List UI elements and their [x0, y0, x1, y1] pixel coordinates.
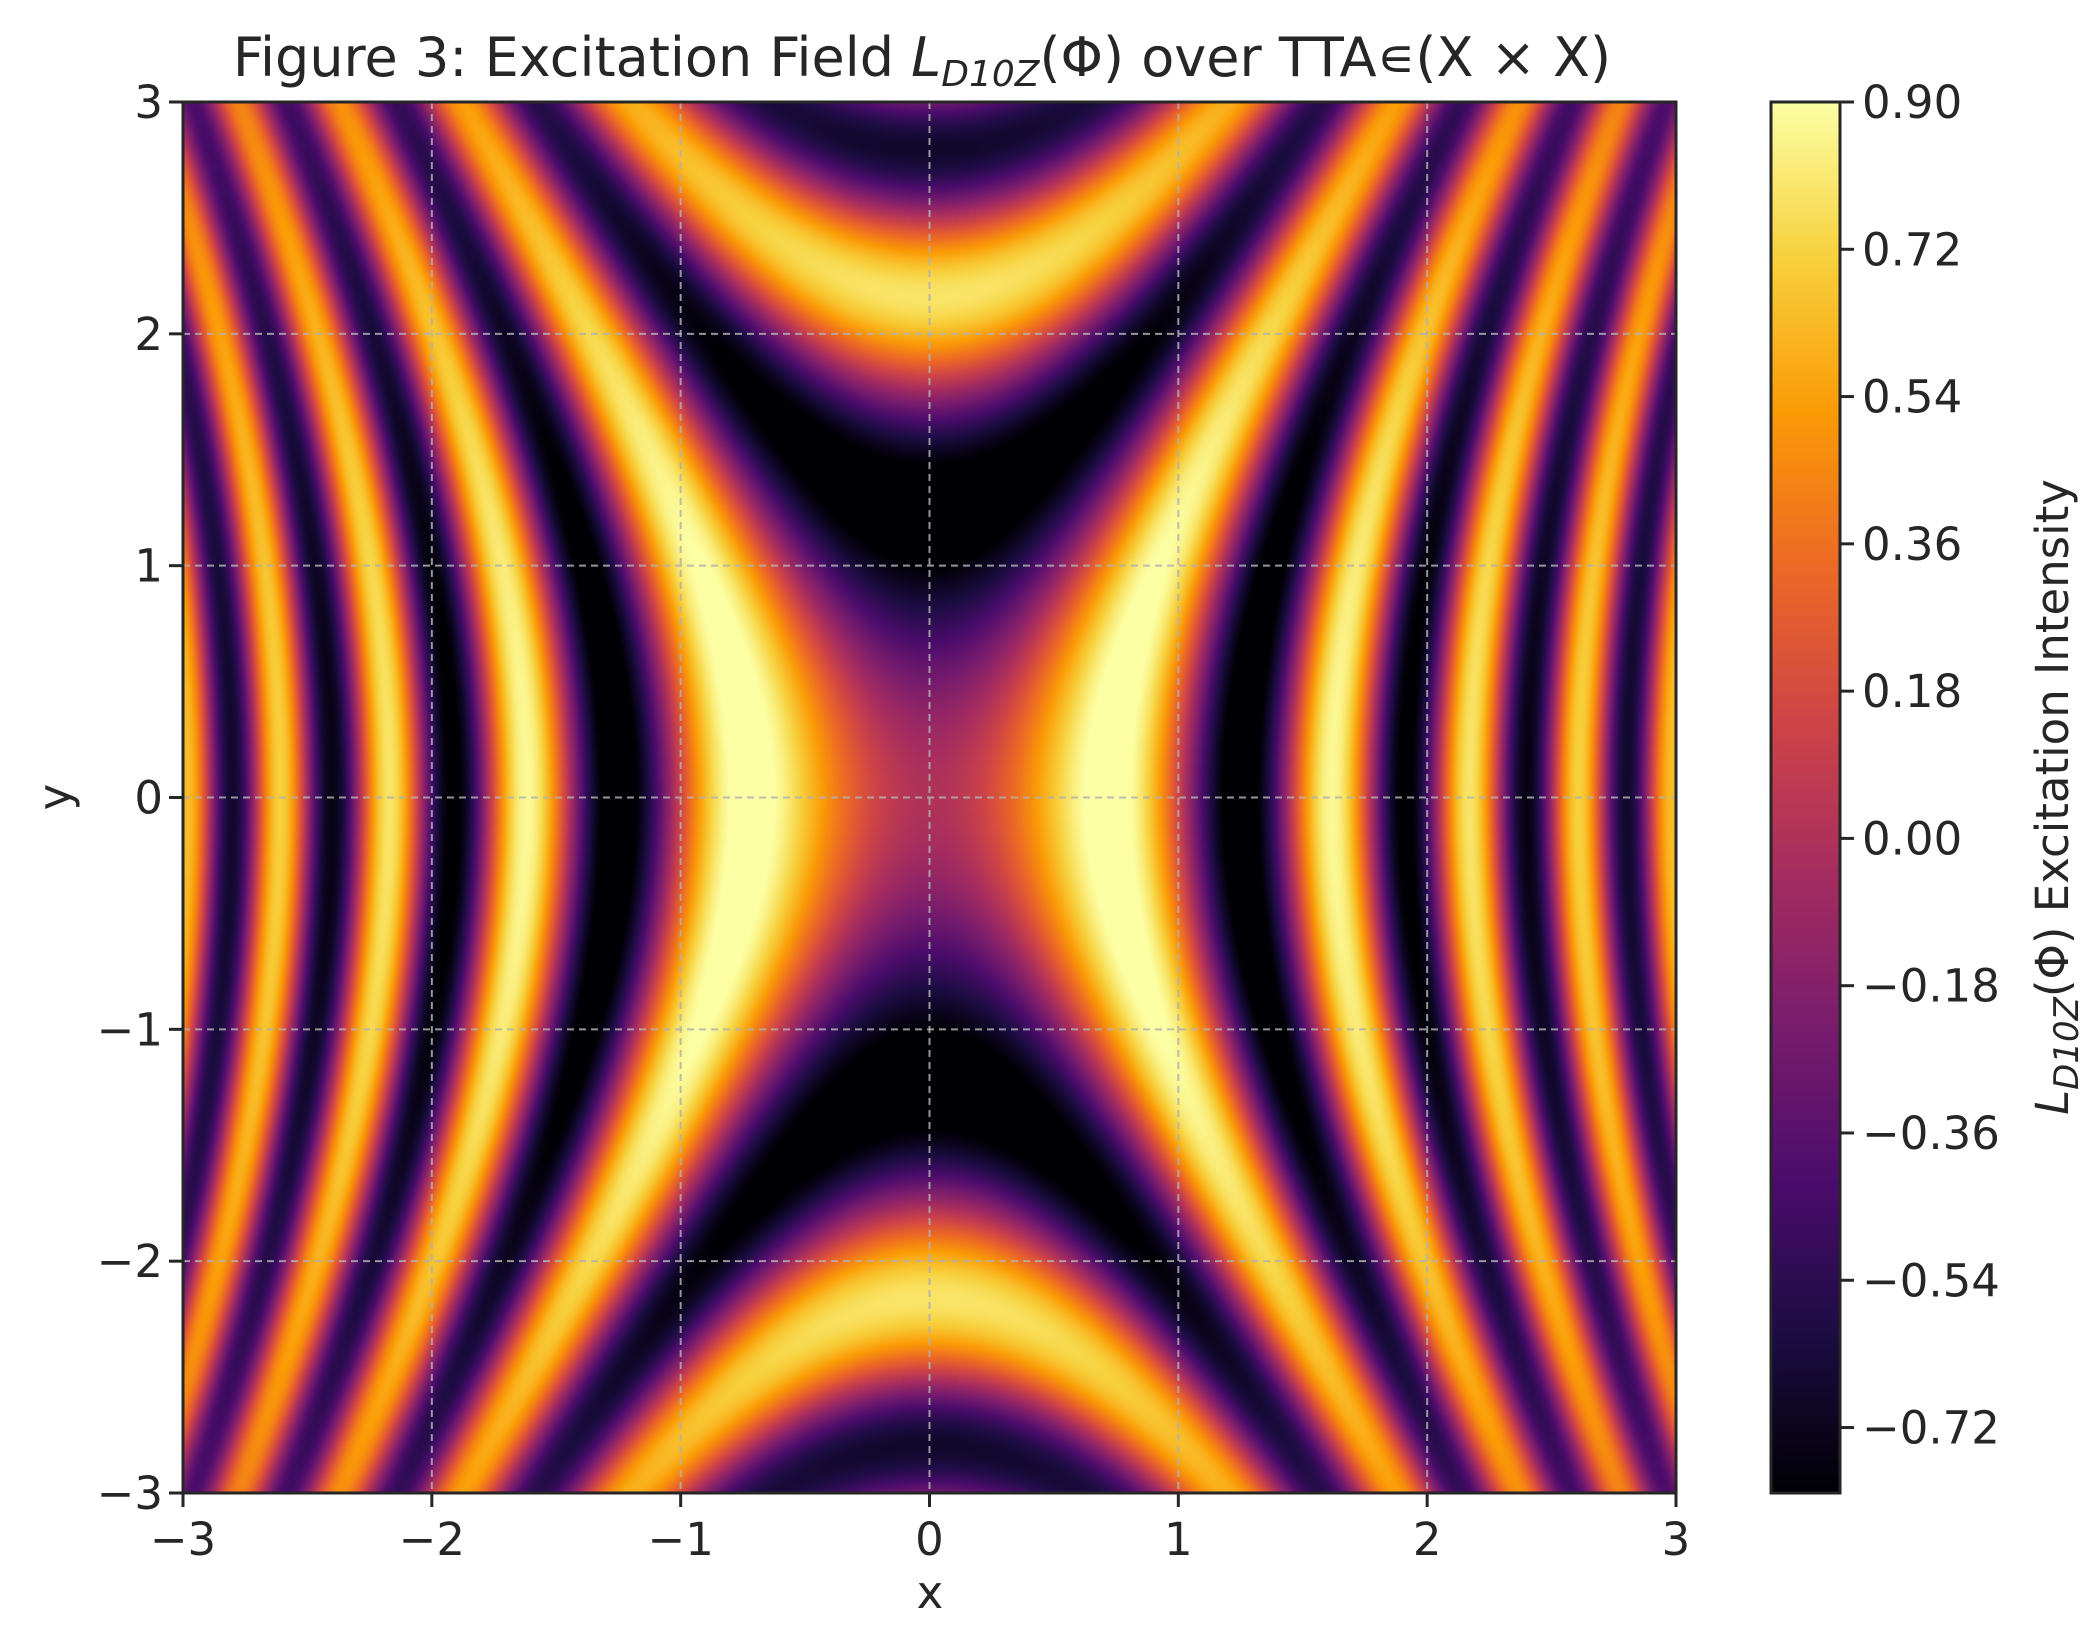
colorbar-tick-label: 0.36 — [1862, 518, 1962, 571]
x-tick-label: −1 — [647, 1513, 713, 1566]
chart-title: Figure 3: Excitation Field LD10Z(Φ) over… — [233, 26, 1611, 95]
colorbar-tick-label: 0.72 — [1862, 223, 1962, 276]
colorbar-tick-label: 0.54 — [1862, 371, 1962, 424]
x-axis-ticks: −3 −2 −1 0 1 2 3 — [150, 1493, 1690, 1566]
x-tick-label: 1 — [1164, 1513, 1193, 1566]
colorbar-tick-label: −0.54 — [1862, 1254, 2000, 1307]
colorbar-tick-label: 0.00 — [1862, 812, 1962, 865]
y-axis-label: y — [28, 784, 81, 811]
y-tick-label: 3 — [134, 76, 163, 129]
x-tick-label: 3 — [1662, 1513, 1691, 1566]
colorbar-tick-label: −0.36 — [1862, 1107, 2000, 1160]
colorbar-tick-label: 0.18 — [1862, 665, 1962, 718]
colorbar-tick-label: −0.18 — [1862, 960, 2000, 1013]
colorbar-bar — [1769, 100, 1842, 1495]
x-tick-label: −2 — [399, 1513, 465, 1566]
y-tick-label: 2 — [134, 308, 163, 361]
x-tick-label: 2 — [1413, 1513, 1442, 1566]
y-tick-label: −1 — [97, 1003, 163, 1056]
colorbar: 0.90 0.72 0.54 0.36 0.18 0.00 −0.18 −0.36 −0.54 −… — [1769, 76, 2087, 1495]
grid-lines — [183, 102, 1676, 1493]
y-tick-label: 1 — [134, 540, 163, 593]
x-axis-label: x — [917, 1566, 944, 1619]
colorbar-label: LD10Z(Φ) Excitation Intensity — [2026, 479, 2087, 1115]
colorbar-tick-label: 0.90 — [1862, 76, 1962, 129]
x-tick-label: −3 — [150, 1513, 216, 1566]
colorbar-tick-label: −0.72 — [1862, 1402, 2000, 1455]
x-tick-label: 0 — [915, 1513, 944, 1566]
y-tick-label: −2 — [97, 1235, 163, 1288]
colorbar-ticks: 0.90 0.72 0.54 0.36 0.18 0.00 −0.18 −0.36 −0.54 −… — [1840, 76, 2000, 1455]
plot-area: −3 −2 −1 0 1 2 3 −3 −2 −1 0 1 2 3 — [97, 76, 1691, 1566]
y-axis-ticks: −3 −2 −1 0 1 2 3 — [97, 76, 183, 1520]
y-tick-label: −3 — [97, 1467, 163, 1520]
y-tick-label: 0 — [134, 772, 163, 825]
